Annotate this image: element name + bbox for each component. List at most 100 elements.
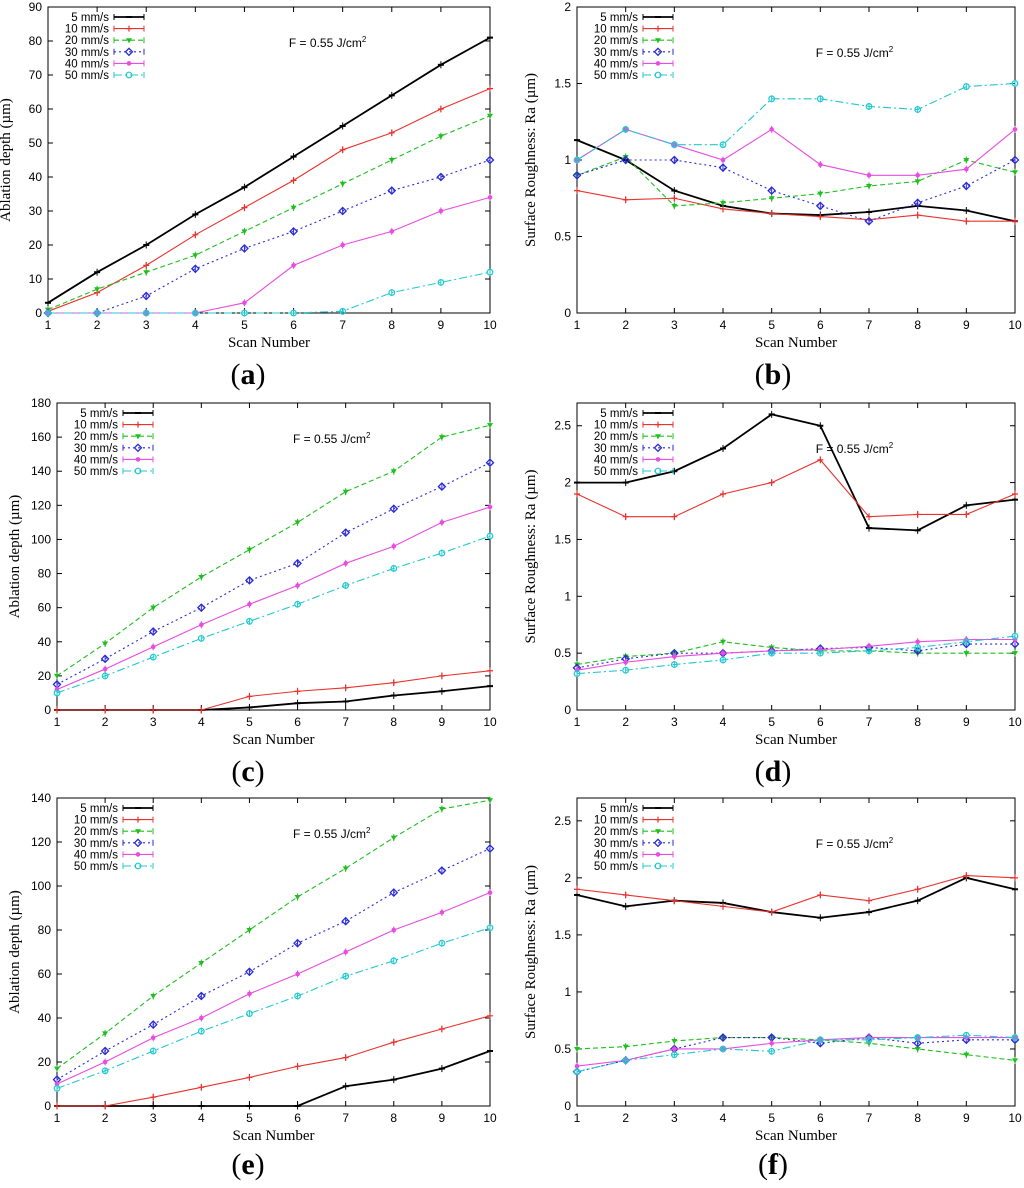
data-point — [1012, 170, 1018, 176]
data-point — [962, 83, 970, 90]
series-line — [576, 139, 1016, 223]
legend: 5 mm/s10 mm/s20 mm/s30 mm/s40 mm/s50 mm/… — [594, 408, 674, 478]
data-point — [102, 1059, 108, 1065]
data-point — [294, 520, 301, 526]
data-point — [670, 661, 678, 668]
data-point — [671, 513, 678, 520]
data-point — [246, 1010, 253, 1017]
data-point — [438, 1026, 445, 1032]
data-point — [487, 890, 493, 895]
series-30-mm-s — [572, 1033, 1020, 1077]
data-point — [768, 909, 775, 916]
data-point — [866, 897, 872, 904]
y-tick-label: 1.5 — [554, 77, 571, 91]
series-50-mm-s — [53, 924, 494, 1092]
x-tick-label: 7 — [342, 1111, 349, 1125]
data-point — [341, 528, 351, 538]
legend-marker — [135, 829, 141, 835]
series-line — [576, 635, 1016, 675]
data-point — [198, 961, 205, 966]
data-point — [197, 634, 205, 642]
y-tick-label: 1.5 — [554, 928, 571, 942]
y-tick-label: 140 — [31, 464, 51, 478]
data-point — [574, 886, 580, 893]
data-point — [294, 1063, 301, 1070]
data-point — [769, 127, 774, 132]
data-point — [914, 886, 921, 893]
series-line — [576, 1034, 1016, 1073]
series-5-mm-s — [574, 136, 1018, 225]
data-point — [199, 622, 204, 628]
data-point — [192, 253, 199, 259]
legend-marker — [653, 47, 663, 57]
data-point — [245, 575, 254, 585]
series-line — [576, 156, 1016, 207]
series-10-mm-s — [54, 667, 493, 714]
data-point — [150, 707, 157, 713]
data-point — [198, 574, 205, 580]
x-tick-label: 3 — [150, 1111, 157, 1125]
data-point — [390, 957, 398, 965]
data-point — [866, 184, 872, 190]
series-line — [576, 638, 1015, 671]
data-point — [670, 141, 678, 149]
data-point — [149, 1047, 157, 1055]
data-point — [767, 186, 777, 196]
legend-marker — [655, 421, 661, 428]
data-point — [573, 156, 581, 164]
y-tick-label: 180 — [31, 396, 51, 410]
data-point — [486, 924, 494, 932]
legend-label: 40 mm/s — [65, 58, 109, 70]
data-point — [485, 155, 495, 165]
data-point — [1012, 127, 1018, 132]
data-point — [719, 141, 727, 149]
y-tick-label: 40 — [38, 635, 52, 649]
data-point — [389, 229, 395, 234]
plot-frame — [56, 402, 491, 711]
legend-label: 50 mm/s — [65, 70, 109, 82]
data-point — [343, 561, 348, 566]
legend-label: 30 mm/s — [594, 47, 638, 59]
data-point — [963, 511, 970, 518]
series-20-mm-s — [54, 421, 493, 680]
legend-marker — [655, 38, 661, 44]
data-point — [671, 897, 678, 904]
data-point — [720, 490, 726, 497]
legend-label: 5 mm/s — [600, 803, 638, 815]
data-point — [720, 157, 726, 163]
data-point — [671, 203, 678, 209]
data-point — [1010, 639, 1020, 649]
y-axis-title: Ablation depth (µm) — [7, 495, 23, 619]
data-point — [487, 195, 493, 200]
series-5-mm-s — [54, 682, 493, 714]
data-point — [93, 309, 101, 317]
data-point — [1012, 218, 1018, 225]
x-tick-label: 2 — [622, 318, 629, 332]
data-point — [242, 300, 247, 306]
x-tick-label: 3 — [671, 715, 678, 729]
y-tick-label: 40 — [38, 1011, 52, 1025]
x-tick-label: 7 — [342, 715, 349, 729]
data-point — [142, 309, 150, 317]
data-point — [816, 1036, 824, 1044]
data-point — [768, 210, 775, 217]
x-tick-label: 7 — [339, 318, 346, 332]
data-point — [246, 617, 253, 625]
data-point — [196, 991, 206, 1001]
x-tick-label: 6 — [817, 715, 824, 729]
x-axis-title: Scan Number — [228, 335, 310, 351]
data-point — [1012, 874, 1018, 881]
data-point — [295, 583, 300, 588]
series-line — [576, 643, 1015, 669]
legend-label: 10 mm/s — [65, 24, 109, 36]
data-point — [574, 1046, 580, 1052]
legend-label: 20 mm/s — [65, 35, 109, 47]
legend-label: 5 mm/s — [600, 12, 638, 24]
data-point — [290, 205, 297, 211]
panel-label-f: (f) — [758, 1148, 788, 1181]
data-point — [487, 85, 493, 92]
legend-marker — [133, 838, 143, 848]
data-point — [246, 547, 253, 553]
y-tick-label: 40 — [29, 170, 43, 184]
x-tick-label: 6 — [290, 318, 297, 332]
